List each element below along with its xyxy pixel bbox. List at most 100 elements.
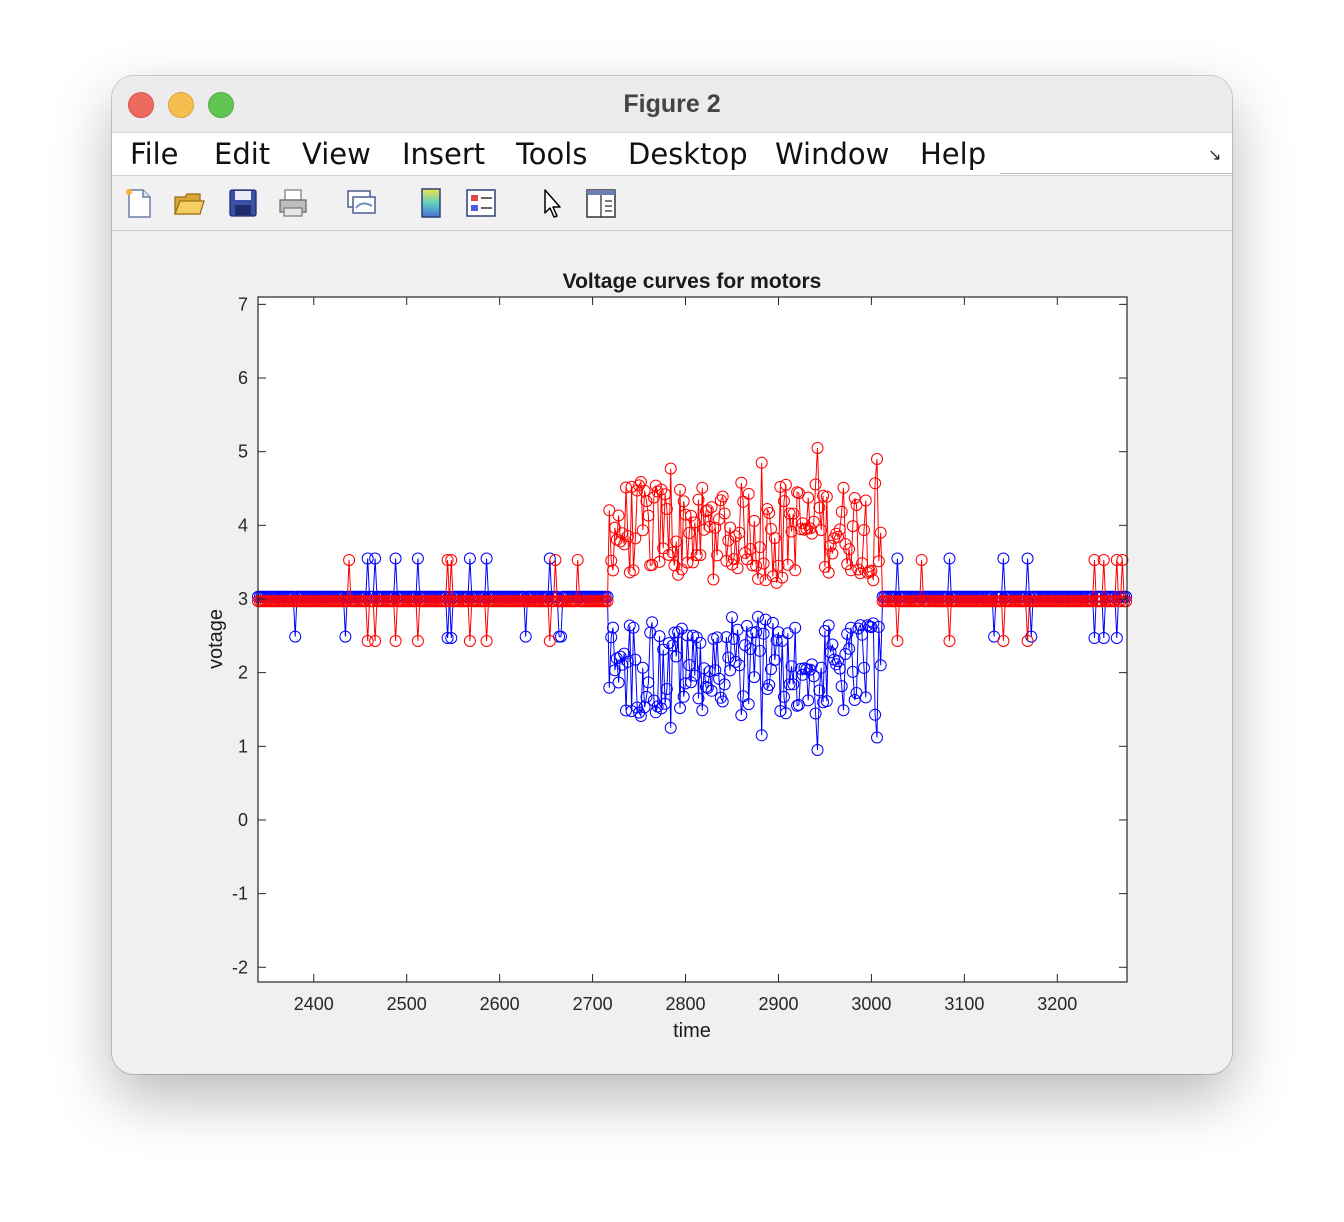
data-point-marker bbox=[854, 567, 867, 580]
data-point-marker bbox=[811, 442, 824, 454]
x-axis-label: time bbox=[673, 1020, 711, 1042]
data-point-marker bbox=[832, 655, 844, 668]
data-point-marker bbox=[659, 697, 672, 710]
insert-legend-icon[interactable] bbox=[464, 186, 498, 220]
data-point-marker bbox=[748, 514, 761, 527]
data-point-marker bbox=[837, 481, 850, 494]
data-point-marker bbox=[811, 744, 824, 756]
data-point-marker bbox=[1116, 554, 1129, 566]
x-tick-label: 2500 bbox=[387, 994, 427, 1014]
data-point-marker bbox=[603, 504, 616, 517]
data-point-marker bbox=[822, 619, 835, 632]
data-point-marker bbox=[618, 647, 631, 660]
data-point-marker bbox=[605, 631, 618, 644]
title-bar[interactable]: Figure 2 bbox=[112, 76, 1232, 133]
data-point-marker bbox=[549, 554, 562, 566]
data-point-marker bbox=[683, 659, 696, 671]
data-point-marker bbox=[694, 636, 707, 649]
new-figure-icon[interactable] bbox=[122, 186, 156, 220]
edit-plot-pointer-icon[interactable] bbox=[534, 186, 568, 220]
data-point-marker bbox=[891, 552, 904, 565]
data-point-marker bbox=[845, 564, 857, 577]
data-point-marker bbox=[726, 611, 738, 624]
data-point-marker bbox=[874, 659, 887, 672]
data-point-marker bbox=[722, 534, 735, 547]
data-point-marker bbox=[815, 524, 828, 537]
data-point-marker bbox=[605, 554, 618, 567]
data-point-marker bbox=[718, 507, 731, 520]
data-point-marker bbox=[755, 456, 768, 469]
data-point-marker bbox=[843, 543, 856, 556]
data-point-marker bbox=[623, 619, 636, 632]
menu-insert[interactable]: Insert bbox=[402, 137, 486, 171]
data-point-marker bbox=[763, 507, 776, 519]
data-point-marker bbox=[779, 478, 792, 491]
data-point-marker bbox=[660, 683, 673, 695]
menu-help[interactable]: Help bbox=[920, 137, 987, 171]
data-point-marker bbox=[618, 538, 631, 551]
insert-colorbar-icon[interactable] bbox=[414, 186, 448, 220]
data-point-marker bbox=[785, 660, 798, 673]
y-tick-label: 2 bbox=[238, 663, 248, 683]
chart-title: Voltage curves for motors bbox=[563, 270, 822, 293]
voltage-chart[interactable]: Voltage curves for motors 2400 2500 2600 27… bbox=[112, 231, 1232, 1074]
menu-edit[interactable]: Edit bbox=[214, 137, 271, 171]
menu-window[interactable]: Window bbox=[775, 137, 890, 171]
menu-tools[interactable]: Tools bbox=[516, 137, 588, 171]
motor-2-series[interactable] bbox=[252, 442, 1133, 647]
menu-divider bbox=[1000, 173, 1232, 174]
data-point-marker bbox=[653, 630, 666, 643]
data-point-marker bbox=[653, 555, 666, 568]
x-tick-label: 3200 bbox=[1037, 994, 1077, 1014]
data-point-marker bbox=[668, 626, 681, 639]
maximize-window-button[interactable] bbox=[208, 92, 234, 118]
data-point-marker bbox=[705, 684, 718, 697]
data-point-marker bbox=[750, 626, 763, 639]
data-point-marker bbox=[694, 549, 707, 562]
data-point-marker bbox=[787, 678, 800, 691]
data-point-marker bbox=[731, 562, 744, 575]
data-point-marker bbox=[943, 635, 956, 647]
data-point-marker bbox=[815, 661, 828, 674]
data-point-marker bbox=[752, 610, 764, 623]
menu-file[interactable]: File bbox=[130, 137, 179, 171]
data-point-marker bbox=[716, 490, 729, 503]
dock-figure-icon[interactable]: ↘ bbox=[1208, 147, 1222, 164]
data-point-marker bbox=[711, 549, 724, 562]
close-window-button[interactable] bbox=[128, 92, 154, 118]
data-point-marker bbox=[783, 678, 796, 691]
data-point-marker bbox=[677, 690, 690, 703]
data-point-marker bbox=[1025, 630, 1038, 643]
data-point-marker bbox=[601, 595, 614, 608]
data-point-marker bbox=[701, 504, 714, 517]
data-point-marker bbox=[679, 677, 692, 690]
data-point-marker bbox=[744, 543, 757, 555]
data-point-marker bbox=[1021, 552, 1034, 565]
menu-desktop[interactable]: Desktop bbox=[628, 137, 748, 171]
data-point-marker bbox=[874, 526, 887, 539]
data-point-marker bbox=[634, 476, 647, 488]
menu-view[interactable]: View bbox=[302, 137, 371, 171]
data-point-marker bbox=[607, 564, 619, 577]
data-point-marker bbox=[729, 530, 742, 543]
y-axis-label: votage bbox=[205, 609, 227, 669]
data-point-marker bbox=[746, 559, 759, 572]
data-point-marker bbox=[833, 662, 846, 675]
link-plot-icon[interactable] bbox=[344, 186, 378, 220]
print-icon[interactable] bbox=[276, 186, 310, 220]
data-point-marker bbox=[1088, 554, 1101, 566]
data-point-marker bbox=[785, 525, 798, 538]
minimize-window-button[interactable] bbox=[168, 92, 194, 118]
data-point-marker bbox=[794, 523, 807, 536]
data-point-marker bbox=[848, 492, 861, 504]
open-file-icon[interactable] bbox=[172, 186, 206, 220]
data-point-marker bbox=[789, 564, 802, 577]
data-point-marker bbox=[666, 639, 679, 652]
data-point-marker bbox=[607, 621, 619, 634]
property-inspector-icon[interactable] bbox=[584, 186, 618, 220]
y-tick-label: 0 bbox=[238, 810, 248, 830]
data-point-marker bbox=[703, 665, 716, 678]
data-point-marker bbox=[722, 651, 735, 664]
save-icon[interactable] bbox=[226, 186, 260, 220]
data-point-marker bbox=[666, 546, 679, 559]
